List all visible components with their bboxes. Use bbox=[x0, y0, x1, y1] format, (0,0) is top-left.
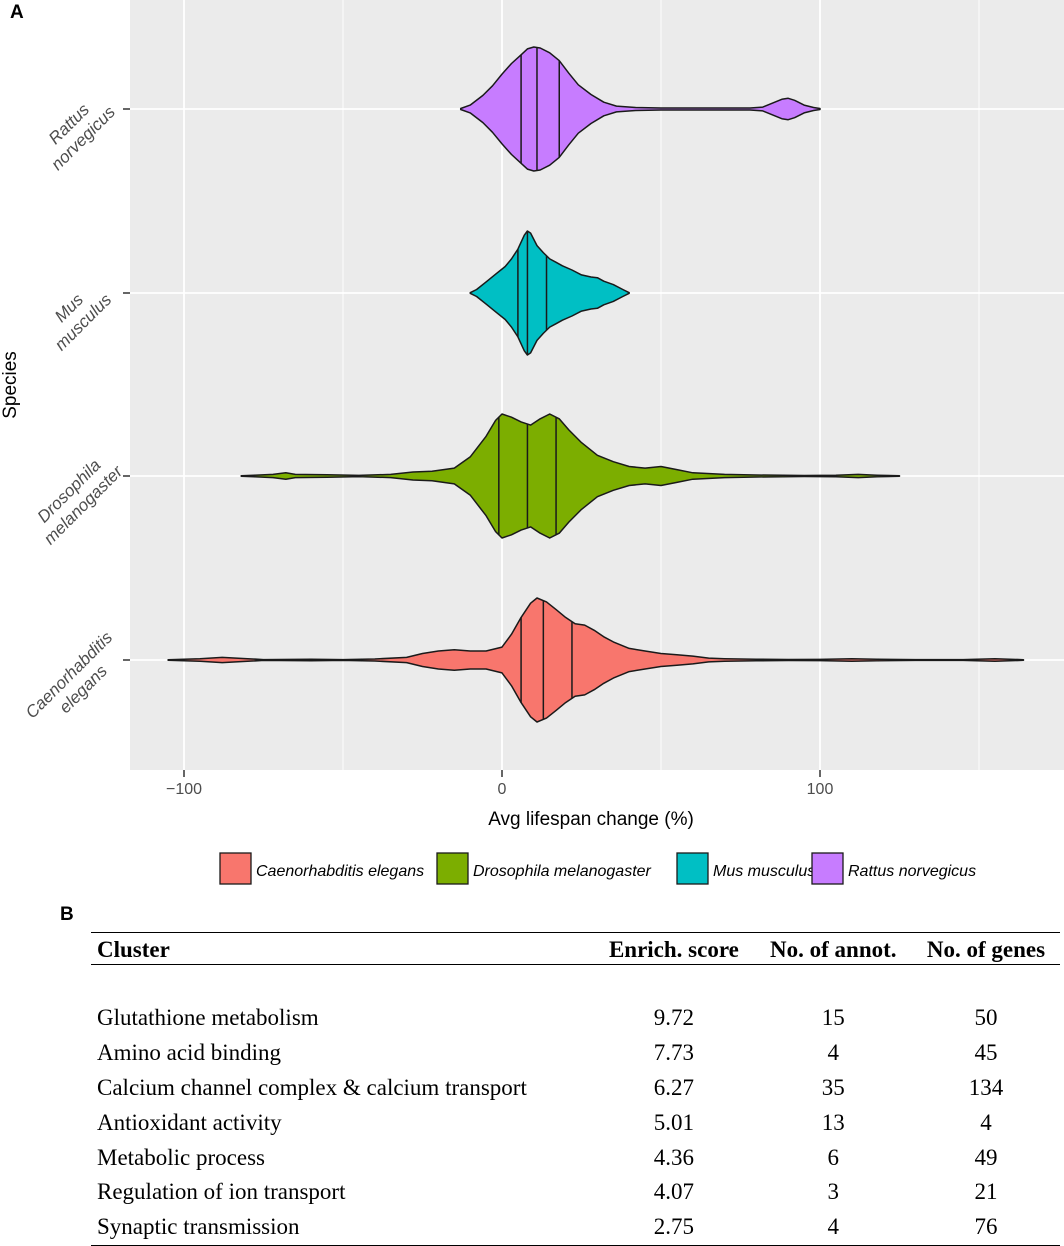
value-cell: 4 bbox=[827, 1214, 840, 1240]
violin-caenorhabditis-elegans bbox=[167, 597, 1025, 723]
value-cell: 7.73 bbox=[653, 1040, 695, 1066]
header-annot-count: No. of annot. bbox=[770, 937, 897, 962]
cluster-name-cell: Synaptic transmission bbox=[97, 1214, 300, 1240]
value-cell: 45 bbox=[974, 1040, 998, 1066]
value-cell: 2.75 bbox=[653, 1214, 695, 1240]
value-cell: 9.72 bbox=[653, 1005, 695, 1031]
legend-label: Rattus norvegicus bbox=[848, 863, 976, 880]
y-tick-label: Caenorhabditiselegans bbox=[22, 628, 131, 737]
value-cell: 4.07 bbox=[653, 1179, 695, 1205]
value-cell: 21 bbox=[974, 1179, 998, 1205]
violin-drosophila-melanogaster bbox=[240, 413, 901, 539]
legend-swatch bbox=[811, 852, 844, 885]
header-cluster: Cluster bbox=[97, 937, 170, 962]
value-cell: 49 bbox=[974, 1144, 998, 1170]
legend: Caenorhabditis elegans Drosophila melanog… bbox=[219, 852, 976, 885]
cluster-name-cell: Calcium channel complex & calcium transp… bbox=[97, 1074, 527, 1100]
value-cell: 50 bbox=[974, 1005, 998, 1031]
violin-mus-musculus bbox=[469, 230, 630, 356]
y-axis: Caenorhabditiselegans Drosophilamelanogas… bbox=[22, 88, 131, 737]
table-row: Regulation of ion transport 4.07 3 21 bbox=[91, 1175, 1060, 1210]
cluster-name-cell: Metabolic process bbox=[97, 1144, 265, 1170]
table-row: Glutathione metabolism 9.72 15 50 bbox=[91, 1001, 1060, 1036]
value-cell: 5.01 bbox=[653, 1109, 695, 1135]
cluster-table: Cluster Enrich. score No. of annot. No. … bbox=[91, 932, 1060, 1246]
y-tick-label: Drosophilamelanogaster bbox=[26, 447, 127, 548]
legend-swatch bbox=[676, 852, 709, 885]
table-row: Synaptic transmission 2.75 4 76 bbox=[91, 1210, 1060, 1246]
x-tick-label: 0 bbox=[498, 781, 507, 798]
value-cell: 76 bbox=[974, 1214, 998, 1240]
table-spacer-row bbox=[91, 965, 1060, 1002]
value-cell: 134 bbox=[968, 1074, 1004, 1100]
y-tick-label: Musmusculus bbox=[37, 276, 116, 355]
violin-shape bbox=[167, 597, 1025, 723]
header-enrich-score: Enrich. score bbox=[608, 937, 739, 962]
y-axis-title: Species bbox=[0, 351, 21, 419]
value-cell: 15 bbox=[821, 1005, 845, 1031]
cluster-name-cell: Antioxidant activity bbox=[97, 1109, 282, 1135]
violin-shape bbox=[459, 46, 821, 172]
violins bbox=[167, 46, 1025, 723]
table-row: Metabolic process 4.36 6 49 bbox=[91, 1140, 1060, 1175]
value-cell: 13 bbox=[821, 1109, 845, 1135]
x-axis-title: Avg lifespan change (%) bbox=[488, 809, 694, 830]
table-row: Antioxidant activity 5.01 13 4 bbox=[91, 1105, 1060, 1140]
legend-label: Mus musculus bbox=[713, 863, 815, 880]
panel-a-label: A bbox=[10, 2, 24, 23]
violin-chart: Caenorhabditiselegans Drosophilamelanogas… bbox=[0, 0, 1064, 885]
cluster-name-cell: Regulation of ion transport bbox=[97, 1179, 346, 1205]
violin-shape bbox=[469, 230, 630, 356]
cluster-name-cell: Amino acid binding bbox=[97, 1040, 281, 1066]
grid-minor bbox=[342, 0, 980, 770]
violin-shape bbox=[240, 413, 901, 539]
value-cell: 3 bbox=[827, 1179, 840, 1205]
value-cell: 4 bbox=[827, 1040, 840, 1066]
legend-label: Caenorhabditis elegans bbox=[256, 863, 424, 880]
table-header-row: Cluster Enrich. score No. of annot. No. … bbox=[91, 932, 1060, 965]
legend-swatch bbox=[219, 852, 252, 885]
value-cell: 4 bbox=[980, 1109, 992, 1135]
violin-rattus-norvegicus bbox=[459, 46, 821, 172]
y-tick-label: Rattusnorvegicus bbox=[33, 88, 119, 174]
cluster-name-cell: Glutathione metabolism bbox=[97, 1005, 319, 1031]
table-row: Calcium channel complex & calcium transp… bbox=[91, 1071, 1060, 1106]
header-gene-count: No. of genes bbox=[926, 937, 1046, 962]
value-cell: 35 bbox=[821, 1074, 845, 1100]
x-tick-label: −100 bbox=[166, 781, 202, 798]
value-cell: 6 bbox=[827, 1144, 840, 1170]
x-tick-label: 100 bbox=[807, 781, 834, 798]
legend-label: Drosophila melanogaster bbox=[473, 863, 652, 880]
value-cell: 6.27 bbox=[653, 1074, 695, 1100]
value-cell: 4.36 bbox=[653, 1144, 695, 1170]
table-row: Amino acid binding 7.73 4 45 bbox=[91, 1036, 1060, 1071]
x-axis: −100 0 100 bbox=[166, 770, 833, 798]
panel-b-label: B bbox=[60, 904, 74, 925]
legend-swatch bbox=[436, 852, 469, 885]
